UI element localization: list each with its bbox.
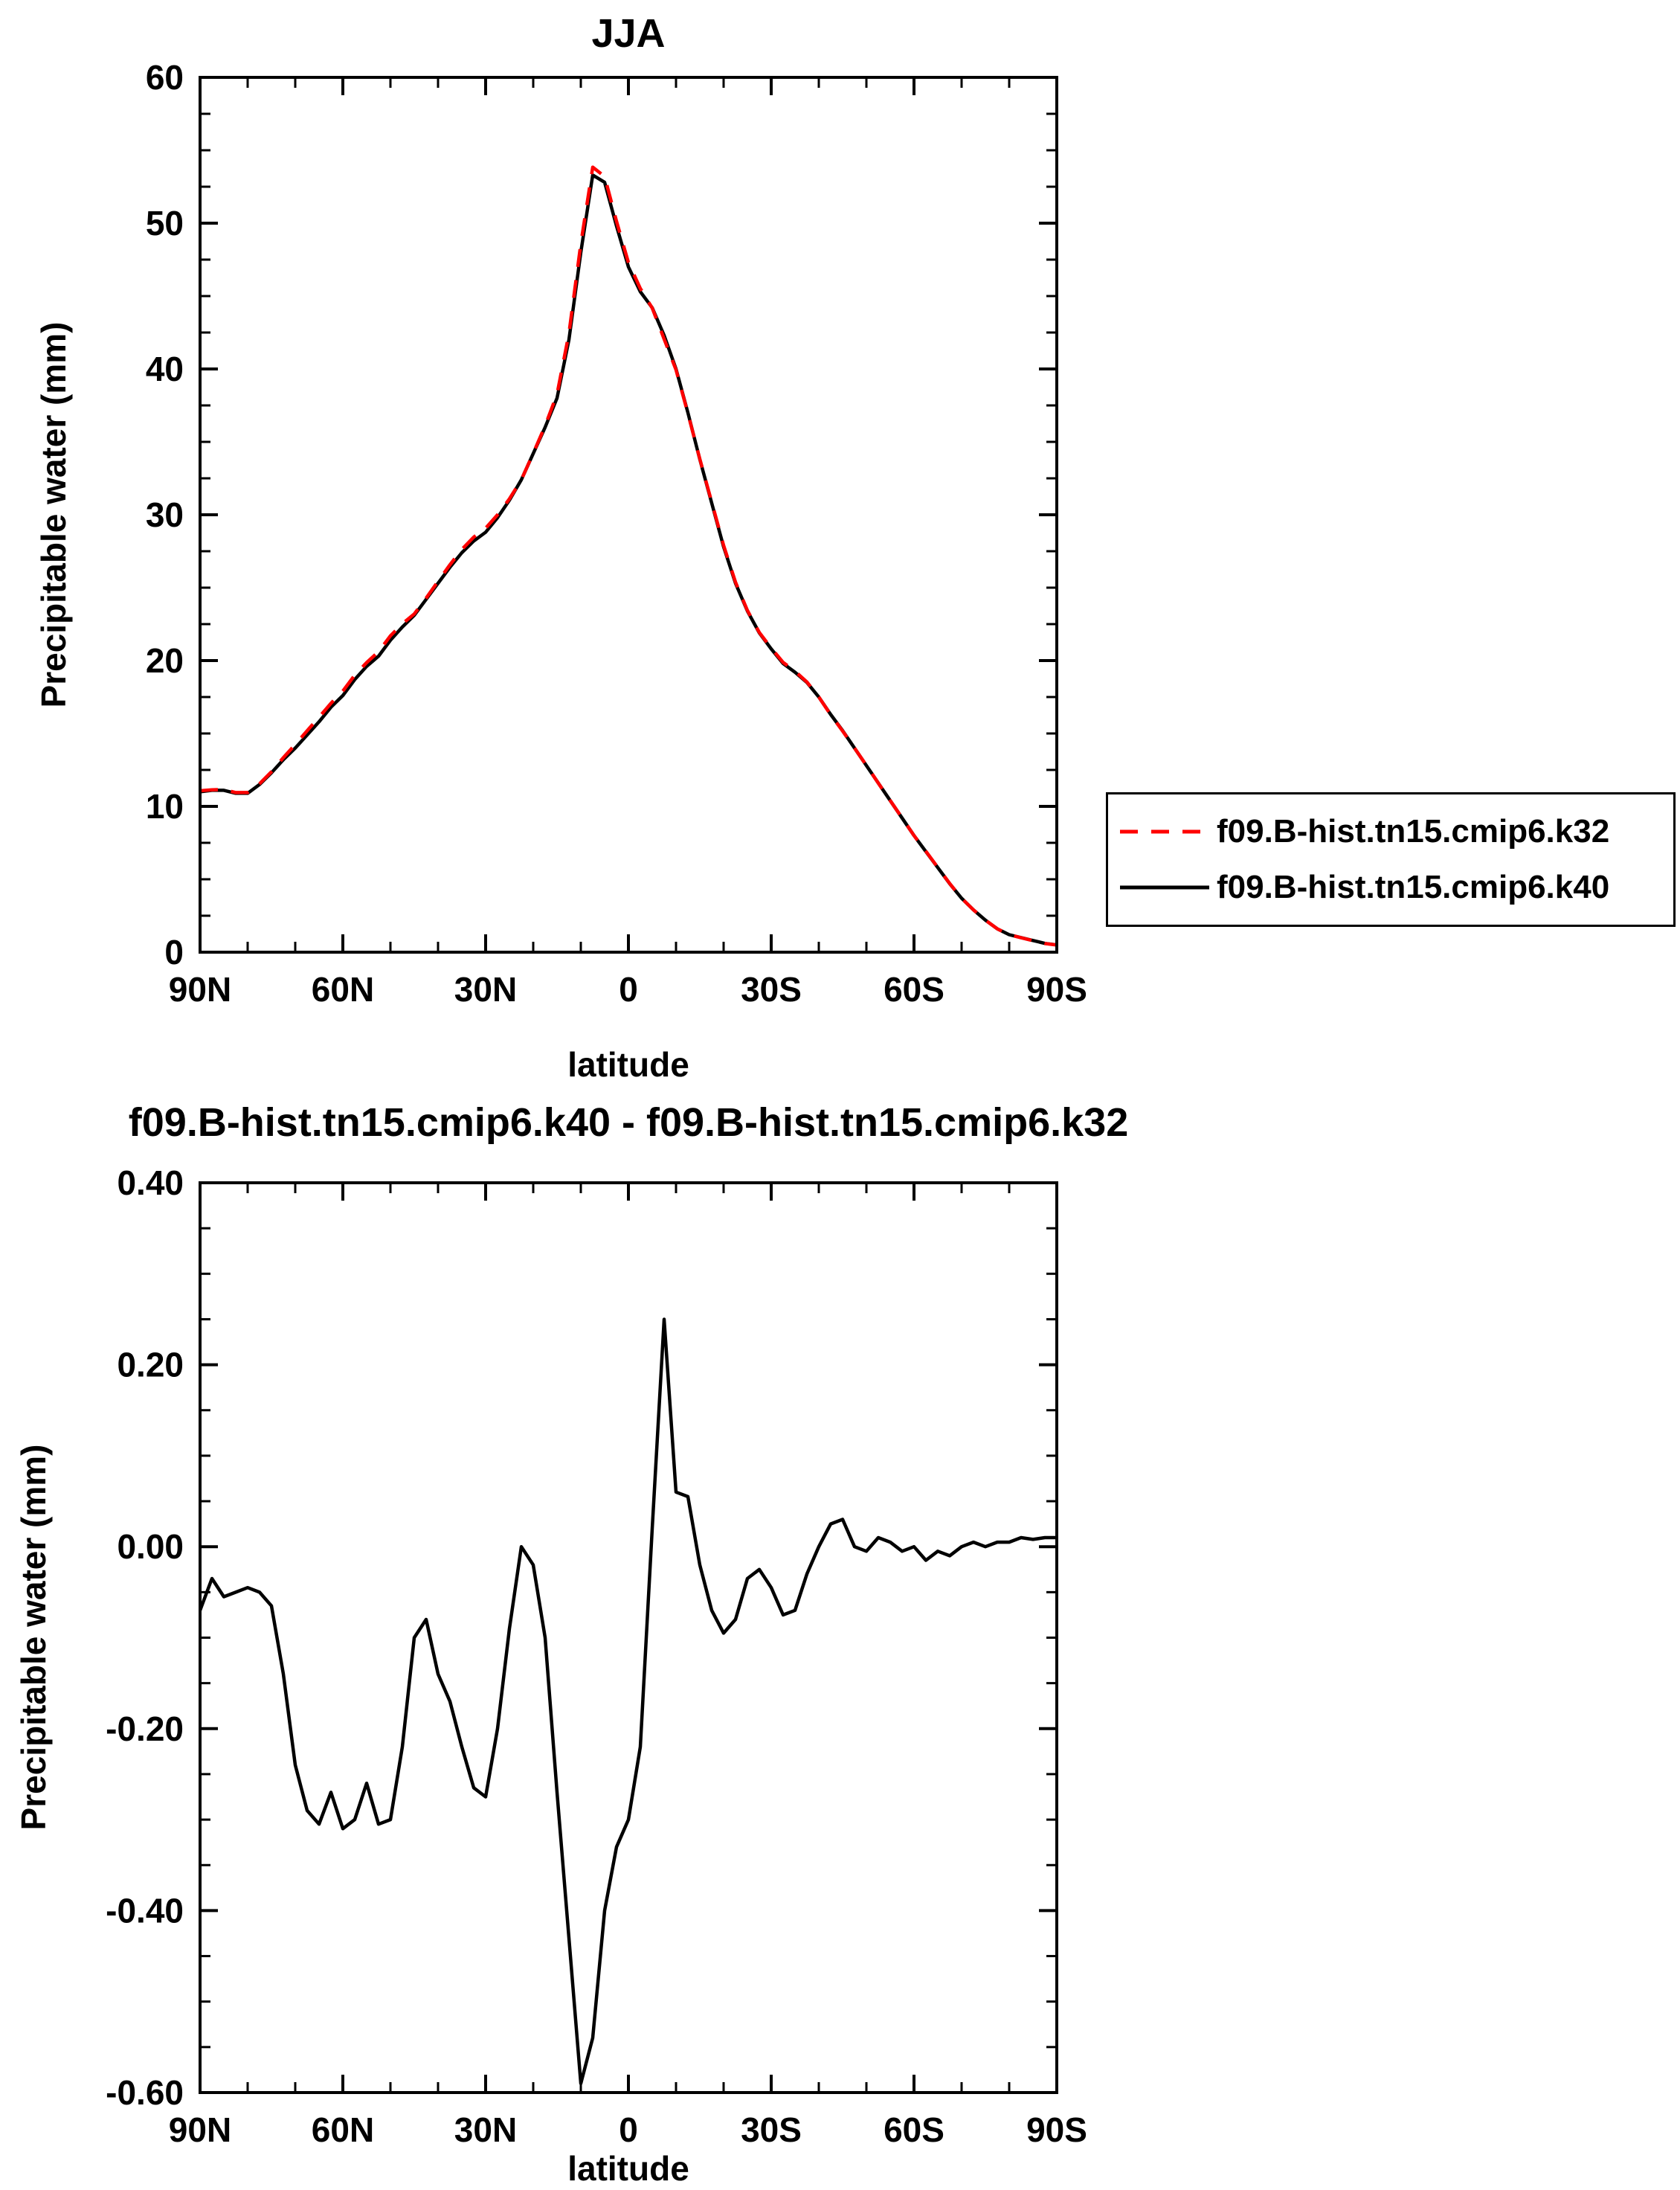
legend-solid-line-sample-icon [1120, 885, 1209, 890]
plot-border [199, 76, 1058, 954]
x-axis-ticks: 90N 60N 30N 0 30S 60S 90S [169, 1183, 1087, 2149]
y-tick-label: 0.00 [117, 1527, 184, 1566]
y-tick-label: 20 [146, 641, 184, 680]
y-tick-label: -0.60 [106, 2073, 184, 2112]
x-tick-label: 0 [619, 970, 638, 1009]
legend-dashed-line-sample-icon [1120, 829, 1209, 834]
series-line [199, 165, 1058, 947]
x-tick-label: 60N [312, 2110, 374, 2149]
x-tick-label: 30S [741, 2110, 802, 2149]
y-tick-label: 50 [146, 204, 184, 243]
y-tick-label: 30 [146, 495, 184, 534]
x-tick-label: 30N [454, 970, 517, 1009]
plot-border [199, 1181, 1058, 2094]
x-axis-ticks: 90N 60N 30N 0 30S 60S 90S [169, 77, 1087, 1009]
y-axis-ticks: 0 10 20 30 40 50 60 [146, 58, 1057, 972]
chart1-title: JJA [591, 11, 666, 56]
x-tick-label: 30N [454, 2110, 517, 2149]
x-tick-label: 90S [1026, 2110, 1087, 2149]
chart2-x-axis-label: latitude [567, 2149, 689, 2188]
x-tick-label: 90N [169, 970, 231, 1009]
chart1-y-axis-label: Precipitable water (mm) [34, 321, 73, 708]
x-tick-label: 90N [169, 2110, 231, 2149]
chart2-y-axis-label: Precipitable water (mm) [14, 1444, 53, 1831]
y-tick-label: 60 [146, 58, 184, 97]
y-tick-label: 40 [146, 350, 184, 388]
x-tick-label: 30S [741, 970, 802, 1009]
y-tick-label: -0.40 [106, 1891, 184, 1930]
legend-item-k32: f09.B-hist.tn15.cmip6.k32 [1119, 813, 1673, 850]
x-tick-label: 60S [884, 970, 944, 1009]
chart-panel-1: 90N 60N 30N 0 30S 60S 90S 0 10 20 30 40 50 60 [146, 58, 1087, 1009]
y-tick-label: 0.20 [117, 1346, 184, 1384]
chart1-x-axis-label: latitude [567, 1045, 689, 1084]
chart-panel-2: 90N 60N 30N 0 30S 60S 90S -0.60 -0.40 -0.20 0.00 0.… [106, 1163, 1087, 2149]
y-tick-label: 10 [146, 787, 184, 826]
y-tick-label: 0 [164, 933, 184, 972]
y-axis-ticks: -0.60 -0.40 -0.20 0.00 0.20 0.40 [106, 1163, 1057, 2112]
series-line [199, 173, 1058, 947]
chart2-title: f09.B-hist.tn15.cmip6.k40 - f09.B-hist.t… [128, 1100, 1129, 1145]
x-tick-label: 60S [884, 2110, 944, 2149]
y-tick-label: -0.20 [106, 1709, 184, 1748]
legend-item-k40: f09.B-hist.tn15.cmip6.k40 [1119, 869, 1673, 906]
legend-label-k40: f09.B-hist.tn15.cmip6.k40 [1217, 869, 1610, 905]
legend-label-k32: f09.B-hist.tn15.cmip6.k32 [1217, 813, 1610, 850]
x-tick-label: 0 [619, 2110, 638, 2149]
x-tick-label: 90S [1026, 970, 1087, 1009]
chart1-legend: f09.B-hist.tn15.cmip6.k32 f09.B-hist.tn1… [1106, 792, 1676, 927]
x-tick-label: 60N [312, 970, 374, 1009]
y-tick-label: 0.40 [117, 1163, 184, 1202]
series-line [198, 1317, 1057, 2086]
